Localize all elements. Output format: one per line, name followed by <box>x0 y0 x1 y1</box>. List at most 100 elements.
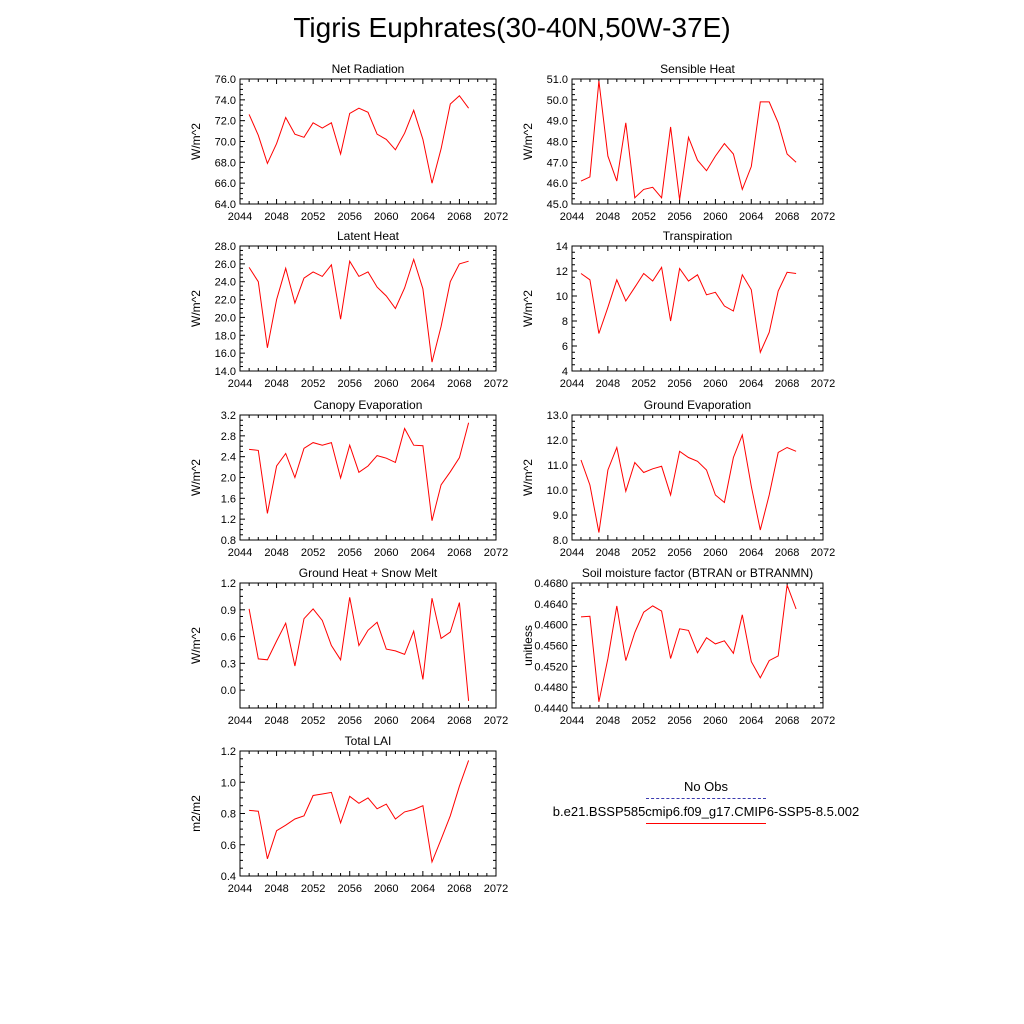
plot-frame <box>239 245 497 372</box>
plot-frame <box>239 750 497 877</box>
y-tick-label: 1.2 <box>221 514 236 526</box>
series-line <box>580 265 797 355</box>
figure-title: Tigris Euphrates(30-40N,50W-37E) <box>293 12 731 43</box>
series-line <box>248 597 470 701</box>
y-tick-label: 0.4520 <box>534 661 568 673</box>
y-tick-label: 0.8 <box>221 535 236 547</box>
x-tick-label: 2060 <box>374 211 398 223</box>
y-tick-label: 26.0 <box>215 259 236 271</box>
x-tick-label: 2044 <box>228 547 252 559</box>
y-axis-label: W/m^2 <box>521 290 535 327</box>
y-tick-label: 9.0 <box>553 510 568 522</box>
x-tick-label: 2064 <box>411 378 435 390</box>
y-axis-label: W/m^2 <box>521 123 535 160</box>
x-tick-label: 2068 <box>775 211 799 223</box>
x-tick-label: 2064 <box>739 715 763 727</box>
y-tick-label: 66.0 <box>215 178 236 190</box>
y-tick-label: 0.4440 <box>534 703 568 715</box>
y-tick-label: 6 <box>562 341 568 353</box>
x-tick-label: 2064 <box>411 883 435 895</box>
y-tick-label: 0.4 <box>221 871 236 883</box>
plot-frame <box>571 414 824 541</box>
x-tick-label: 2064 <box>739 547 763 559</box>
panel-5: 2044 2048 2052 2056 2060 2064 2068 2072 0.8 1.2 1.… <box>189 398 508 559</box>
y-tick-label: 20.0 <box>215 312 236 324</box>
x-tick-label: 2044 <box>228 211 252 223</box>
y-tick-label: 0.4560 <box>534 641 568 653</box>
legend-obs-line <box>646 798 766 799</box>
x-tick-label: 2064 <box>739 378 763 390</box>
y-tick-label: 45.0 <box>547 199 568 211</box>
x-tick-label: 2044 <box>228 378 252 390</box>
x-tick-label: 2048 <box>596 378 620 390</box>
panel-title: Canopy Evaporation <box>314 398 423 412</box>
series-line <box>248 94 470 184</box>
y-tick-label: 1.0 <box>221 777 236 789</box>
y-tick-label: 47.0 <box>547 157 568 169</box>
x-tick-label: 2072 <box>484 715 508 727</box>
panel-3: 2044 2048 2052 2056 2060 2064 2068 2072 14.0 16.0… <box>189 229 508 390</box>
plot-frame <box>239 582 497 709</box>
series-line <box>248 257 469 363</box>
x-tick-label: 2060 <box>703 715 727 727</box>
panel-7: 2044 2048 2052 2056 2060 2064 2068 2072 0.0 0.3 0.… <box>189 566 508 727</box>
y-tick-label: 48.0 <box>547 137 568 149</box>
panel-6: 2044 2048 2052 2056 2060 2064 2068 2072 8.0 9.0 10… <box>521 398 835 559</box>
y-tick-label: 1.2 <box>221 746 236 758</box>
x-tick-label: 2044 <box>560 715 584 727</box>
x-tick-label: 2072 <box>484 547 508 559</box>
plot-frame <box>571 78 824 205</box>
panel-title: Total LAI <box>345 734 392 748</box>
y-axis-label: W/m^2 <box>189 123 203 160</box>
x-tick-label: 2060 <box>703 378 727 390</box>
y-tick-label: 46.0 <box>547 178 568 190</box>
x-tick-label: 2052 <box>301 378 325 390</box>
y-tick-label: 0.0 <box>221 685 236 697</box>
x-tick-label: 2072 <box>484 883 508 895</box>
series-line <box>249 760 470 864</box>
y-tick-label: 16.0 <box>215 348 236 360</box>
legend-obs-label: No Obs <box>683 779 729 794</box>
y-tick-label: 28.0 <box>215 241 236 253</box>
series-line <box>580 81 797 200</box>
y-axis-label: W/m^2 <box>189 290 203 327</box>
x-tick-label: 2072 <box>484 211 508 223</box>
x-tick-label: 2060 <box>374 547 398 559</box>
y-axis-label: unitless <box>521 625 535 666</box>
y-tick-label: 70.0 <box>215 137 236 149</box>
y-tick-label: 14 <box>556 241 568 253</box>
x-tick-label: 2048 <box>264 378 288 390</box>
x-tick-label: 2056 <box>667 211 691 223</box>
y-tick-label: 12 <box>556 266 568 278</box>
y-tick-label: 3.2 <box>221 410 236 422</box>
panel-title: Latent Heat <box>337 229 400 243</box>
x-tick-label: 2048 <box>596 211 620 223</box>
y-tick-label: 1.2 <box>221 578 236 590</box>
x-tick-label: 2052 <box>631 715 655 727</box>
y-tick-label: 0.9 <box>221 605 236 617</box>
panel-2: 2044 2048 2052 2056 2060 2064 2068 2072 45.0 46.0… <box>521 62 835 223</box>
x-tick-label: 2044 <box>560 211 584 223</box>
y-tick-label: 11.0 <box>547 460 568 472</box>
x-tick-label: 2048 <box>596 715 620 727</box>
y-tick-label: 0.4640 <box>534 599 568 611</box>
y-tick-label: 72.0 <box>215 116 236 128</box>
y-tick-label: 0.4680 <box>534 578 568 590</box>
y-tick-label: 0.3 <box>221 658 236 670</box>
x-tick-label: 2048 <box>596 547 620 559</box>
panel-title: Ground Heat + Snow Melt <box>299 566 438 580</box>
x-tick-label: 2060 <box>374 715 398 727</box>
x-tick-label: 2060 <box>374 883 398 895</box>
y-tick-label: 0.8 <box>221 809 236 821</box>
x-tick-label: 2068 <box>775 378 799 390</box>
y-tick-label: 0.4600 <box>534 620 568 632</box>
y-tick-label: 18.0 <box>215 330 236 342</box>
x-tick-label: 2052 <box>631 547 655 559</box>
x-tick-label: 2068 <box>447 883 471 895</box>
x-tick-label: 2060 <box>703 547 727 559</box>
y-tick-label: 76.0 <box>215 74 236 86</box>
panel-title: Soil moisture factor (BTRAN or BTRANMN) <box>582 566 813 580</box>
series-line <box>580 433 797 533</box>
panel-title: Sensible Heat <box>660 62 735 76</box>
